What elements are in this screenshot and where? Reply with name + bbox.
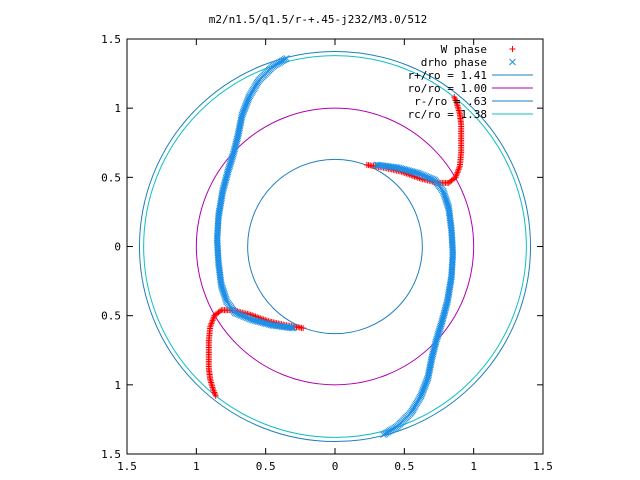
circle-2	[247, 158, 423, 335]
y-tick-label: 1	[114, 379, 121, 392]
x-tick-label: 1.5	[117, 460, 137, 473]
y-tick-label: 1.5	[101, 448, 121, 461]
axis-layer: 1.5 1 0.5 0 0.5 1 1.51.510.500.511.5	[101, 33, 553, 473]
series-0-point	[451, 94, 458, 101]
legend-label: r-/ro = .63	[414, 95, 487, 108]
legend-label: drho phase	[421, 56, 487, 69]
series-1-point	[373, 161, 380, 169]
x-tick-label: 1.5	[533, 460, 553, 473]
circle-0	[138, 50, 532, 443]
x-tick-label: 1	[470, 460, 477, 473]
series-1-point	[288, 324, 296, 332]
y-tick-label: 0.5	[101, 171, 121, 184]
legend-label: ro/ro = 1.00	[408, 82, 487, 95]
x-tick-label: 0	[332, 460, 339, 473]
circle-1	[195, 107, 475, 386]
x-tick-label: 0.5	[394, 460, 414, 473]
x-tick-label: 0.5	[256, 460, 276, 473]
legend-label: W phase	[441, 43, 487, 56]
circles-layer	[138, 50, 532, 443]
series-1-point	[290, 324, 297, 332]
chart-title: m2/n1.5/q1.5/r-+.45-j232/M3.0/512	[209, 13, 428, 26]
series-0-point	[212, 392, 219, 399]
y-tick-label: 1.5	[101, 33, 121, 46]
series-1-point	[374, 161, 382, 169]
legend-label: r+/ro = 1.41	[408, 69, 487, 82]
series-0	[205, 94, 465, 399]
legend-marker-swatch	[509, 58, 516, 66]
legend-marker-swatch	[509, 46, 516, 52]
series-1	[213, 55, 457, 438]
y-tick-label: 0	[114, 241, 121, 254]
y-tick-label: 0.5	[101, 310, 121, 323]
points-layer	[205, 55, 465, 438]
circle-3	[143, 55, 527, 438]
y-tick-label: 1	[114, 102, 121, 115]
legend-label: rc/ro = 1.38	[408, 108, 487, 121]
x-tick-label: 1	[193, 460, 200, 473]
